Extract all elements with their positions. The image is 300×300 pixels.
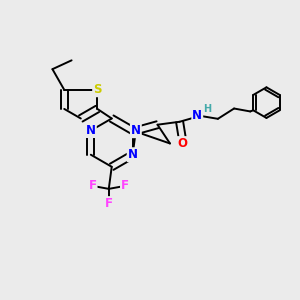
Text: H: H [203, 103, 211, 113]
Text: N: N [86, 124, 96, 137]
Text: N: N [131, 124, 141, 137]
Text: O: O [178, 137, 188, 150]
Text: F: F [105, 197, 113, 210]
Text: F: F [88, 179, 97, 192]
Text: N: N [128, 148, 138, 161]
Text: F: F [121, 179, 129, 192]
Text: N: N [192, 109, 202, 122]
Text: S: S [93, 83, 102, 96]
